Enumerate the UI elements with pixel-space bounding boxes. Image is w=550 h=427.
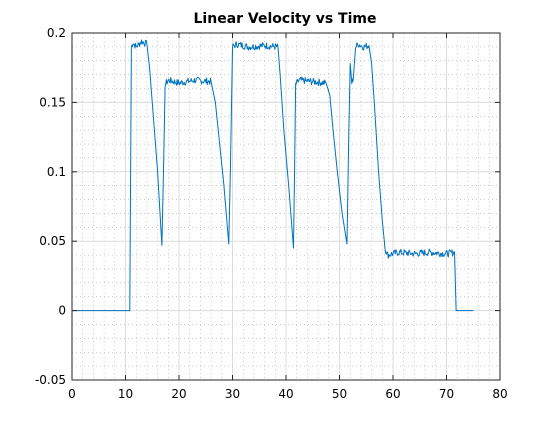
y-tick-label: 0.1 xyxy=(47,165,66,179)
x-tick-label: 70 xyxy=(439,387,454,401)
x-tick-label: 0 xyxy=(68,387,76,401)
grid-layer xyxy=(71,32,501,381)
chart-title: Linear Velocity vs Time xyxy=(194,11,377,27)
y-tick-label: 0.2 xyxy=(47,26,66,40)
y-tick-label: 0.15 xyxy=(39,95,66,109)
x-tick-label: 20 xyxy=(171,387,186,401)
x-tick-label: 30 xyxy=(225,387,240,401)
series-line-0 xyxy=(72,39,474,312)
x-tick-label: 60 xyxy=(385,387,400,401)
x-tick-label: 50 xyxy=(332,387,347,401)
x-tick-label: 40 xyxy=(278,387,293,401)
y-tick-label: -0.05 xyxy=(35,373,66,387)
x-tick-label: 10 xyxy=(118,387,133,401)
y-tick-label: 0.05 xyxy=(39,234,66,248)
x-tick-label: 80 xyxy=(492,387,507,401)
series-layer xyxy=(72,39,474,312)
y-tick-label: 0 xyxy=(58,304,66,318)
